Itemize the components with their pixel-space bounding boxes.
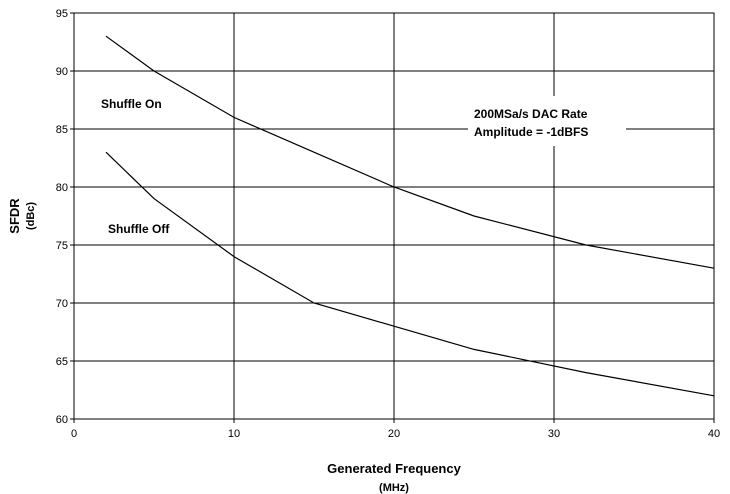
- series-label-shuffle-off: Shuffle Off: [108, 222, 170, 236]
- y-tick-label: 85: [56, 124, 68, 136]
- annotation-line-1: 200MSa/s DAC Rate: [474, 107, 588, 121]
- series-label-shuffle-on: Shuffle On: [101, 97, 162, 111]
- x-tick-label: 20: [388, 428, 400, 440]
- y-tick-label: 75: [56, 240, 68, 252]
- y-tick-label: 90: [56, 66, 68, 78]
- y-axis-unit: (dBc): [25, 202, 37, 230]
- series-lines: [105, 35, 715, 397]
- y-axis-title: SFDR: [7, 198, 22, 234]
- y-tick-label: 80: [56, 182, 68, 194]
- x-tick-labels: 0 10 20 30 40: [71, 419, 720, 440]
- y-tick-label: 60: [56, 414, 68, 426]
- annotation-line-2: Amplitude = -1dBFS: [474, 125, 588, 139]
- y-tick-label: 65: [56, 356, 68, 368]
- x-tick-label: 30: [548, 428, 560, 440]
- x-axis-unit: (MHz): [379, 482, 409, 494]
- y-tick-label: 70: [56, 298, 68, 310]
- series-line-shuffle-off: [105, 151, 715, 397]
- grid-lines: [73, 12, 715, 420]
- y-tick-labels: 60 65 70 75 80 85 90 95: [56, 8, 74, 426]
- annotation-background: [468, 96, 626, 146]
- y-tick-label: 95: [56, 8, 68, 20]
- series-line-shuffle-on: [105, 35, 715, 269]
- x-tick-label: 40: [708, 428, 720, 440]
- x-tick-label: 0: [71, 428, 77, 440]
- x-axis-title: Generated Frequency: [327, 461, 461, 476]
- x-tick-label: 10: [228, 428, 240, 440]
